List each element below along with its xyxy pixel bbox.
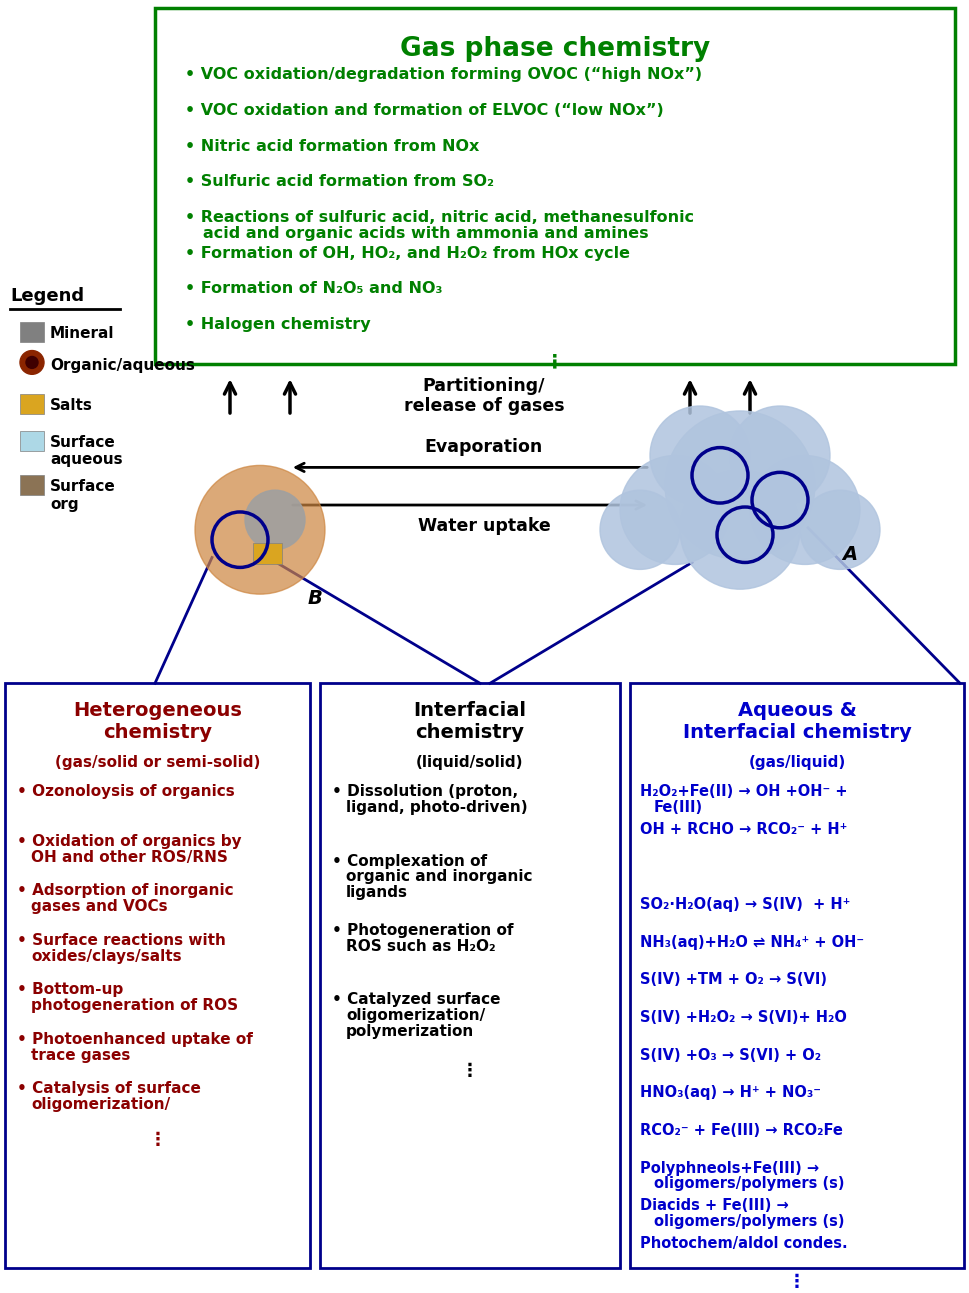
Text: Evaporation: Evaporation	[424, 437, 544, 455]
Text: Legend: Legend	[10, 287, 84, 305]
Text: ⋮: ⋮	[546, 353, 565, 371]
Text: • Complexation of: • Complexation of	[332, 853, 487, 869]
Text: Polyphneols+Fe(III) →: Polyphneols+Fe(III) →	[640, 1161, 819, 1175]
Text: • Dissolution (proton,: • Dissolution (proton,	[332, 785, 518, 799]
Text: ⋮: ⋮	[461, 1062, 479, 1080]
Text: Mineral: Mineral	[50, 326, 114, 341]
FancyBboxPatch shape	[5, 683, 310, 1267]
Text: • Catalysis of surface: • Catalysis of surface	[17, 1081, 201, 1096]
Text: organic and inorganic: organic and inorganic	[346, 869, 533, 884]
Text: • Catalyzed surface: • Catalyzed surface	[332, 992, 501, 1007]
Circle shape	[20, 350, 44, 374]
Text: • Nitric acid formation from NOx: • Nitric acid formation from NOx	[185, 138, 480, 154]
Text: • Formation of OH, HO₂, and H₂O₂ from HOx cycle: • Formation of OH, HO₂, and H₂O₂ from HO…	[185, 246, 630, 261]
Text: A: A	[842, 544, 858, 564]
Circle shape	[800, 490, 880, 569]
Text: Partitioning/
release of gases: Partitioning/ release of gases	[404, 376, 564, 415]
Text: oligomers/polymers (s): oligomers/polymers (s)	[654, 1214, 845, 1230]
Text: Surface
org: Surface org	[50, 480, 115, 512]
FancyBboxPatch shape	[320, 683, 620, 1267]
Circle shape	[600, 490, 680, 569]
Text: ⋮: ⋮	[148, 1131, 167, 1149]
Text: oxides/clays/salts: oxides/clays/salts	[31, 949, 181, 963]
Text: Aqueous &
Interfacial chemistry: Aqueous & Interfacial chemistry	[682, 701, 912, 742]
Text: S(IV) +H₂O₂ → S(VI)+ H₂O: S(IV) +H₂O₂ → S(VI)+ H₂O	[640, 1010, 847, 1025]
FancyBboxPatch shape	[20, 431, 44, 450]
Text: • Photogeneration of: • Photogeneration of	[332, 923, 514, 937]
Text: • Formation of N₂O₅ and NO₃: • Formation of N₂O₅ and NO₃	[185, 282, 443, 296]
Text: ligand, photo-driven): ligand, photo-driven)	[346, 800, 528, 815]
Text: oligomerization/: oligomerization/	[346, 1009, 485, 1023]
Text: Fe(III): Fe(III)	[654, 800, 703, 815]
Text: Diacids + Fe(III) →: Diacids + Fe(III) →	[640, 1199, 789, 1213]
FancyBboxPatch shape	[155, 8, 955, 365]
Text: OH and other ROS/RNS: OH and other ROS/RNS	[31, 850, 228, 865]
Text: • Adsorption of inorganic: • Adsorption of inorganic	[17, 883, 234, 899]
Text: Gas phase chemistry: Gas phase chemistry	[400, 36, 710, 62]
FancyBboxPatch shape	[20, 476, 44, 495]
Text: • Photoenhanced uptake of: • Photoenhanced uptake of	[17, 1032, 253, 1047]
Circle shape	[195, 465, 325, 595]
Text: SO₂·H₂O(aq) → S(IV)  + H⁺: SO₂·H₂O(aq) → S(IV) + H⁺	[640, 897, 851, 912]
Text: trace gases: trace gases	[31, 1047, 131, 1063]
Text: oligomerization/: oligomerization/	[31, 1098, 171, 1112]
Text: (gas/liquid): (gas/liquid)	[748, 755, 846, 769]
Text: Salts: Salts	[50, 398, 93, 412]
Text: HNO₃(aq) → H⁺ + NO₃⁻: HNO₃(aq) → H⁺ + NO₃⁻	[640, 1085, 821, 1100]
Circle shape	[245, 490, 305, 550]
Text: • Surface reactions with: • Surface reactions with	[17, 932, 226, 948]
FancyBboxPatch shape	[253, 543, 282, 565]
Text: gases and VOCs: gases and VOCs	[31, 899, 168, 914]
Text: photogeneration of ROS: photogeneration of ROS	[31, 998, 238, 1014]
Text: Heterogeneous
chemistry: Heterogeneous chemistry	[73, 701, 242, 742]
Text: • Sulfuric acid formation from SO₂: • Sulfuric acid formation from SO₂	[185, 175, 494, 189]
FancyBboxPatch shape	[20, 394, 44, 414]
Text: • Bottom-up: • Bottom-up	[17, 983, 123, 997]
Circle shape	[620, 455, 730, 565]
Text: H₂O₂+Fe(II) → OH +OH⁻ +: H₂O₂+Fe(II) → OH +OH⁻ +	[640, 785, 848, 799]
Text: B: B	[307, 590, 323, 608]
Text: acid and organic acids with ammonia and amines: acid and organic acids with ammonia and …	[203, 226, 648, 240]
Text: oligomers/polymers (s): oligomers/polymers (s)	[654, 1177, 845, 1191]
Circle shape	[18, 349, 46, 376]
Circle shape	[730, 406, 830, 506]
Text: ⋮: ⋮	[788, 1274, 806, 1292]
Text: • Ozonoloysis of organics: • Ozonoloysis of organics	[17, 785, 234, 799]
Text: S(IV) +TM + O₂ → S(VI): S(IV) +TM + O₂ → S(VI)	[640, 972, 827, 988]
Text: • VOC oxidation/degradation forming OVOC (“high NOx”): • VOC oxidation/degradation forming OVOC…	[185, 67, 703, 83]
Text: RCO₂⁻ + Fe(III) → RCO₂Fe: RCO₂⁻ + Fe(III) → RCO₂Fe	[640, 1122, 843, 1138]
Circle shape	[26, 357, 38, 369]
Text: NH₃(aq)+H₂O ⇌ NH₄⁺ + OH⁻: NH₃(aq)+H₂O ⇌ NH₄⁺ + OH⁻	[640, 935, 864, 950]
Circle shape	[750, 455, 860, 565]
Text: • Halogen chemistry: • Halogen chemistry	[185, 317, 370, 332]
Text: Water uptake: Water uptake	[418, 517, 550, 535]
Text: ROS such as H₂O₂: ROS such as H₂O₂	[346, 939, 495, 954]
Circle shape	[650, 406, 750, 506]
Text: OH + RCHO → RCO₂⁻ + H⁺: OH + RCHO → RCO₂⁻ + H⁺	[640, 822, 847, 837]
Text: ligands: ligands	[346, 886, 408, 900]
Text: • VOC oxidation and formation of ELVOC (“low NOx”): • VOC oxidation and formation of ELVOC (…	[185, 103, 664, 118]
FancyBboxPatch shape	[20, 322, 44, 341]
Text: • Reactions of sulfuric acid, nitric acid, methanesulfonic: • Reactions of sulfuric acid, nitric aci…	[185, 209, 694, 225]
Text: Interfacial
chemistry: Interfacial chemistry	[414, 701, 526, 742]
Text: polymerization: polymerization	[346, 1024, 474, 1038]
Text: S(IV) +O₃ → S(VI) + O₂: S(IV) +O₃ → S(VI) + O₂	[640, 1047, 821, 1063]
Text: Organic/aqueous: Organic/aqueous	[50, 358, 195, 374]
Text: Photochem/aldol condes.: Photochem/aldol condes.	[640, 1236, 848, 1250]
FancyBboxPatch shape	[630, 683, 964, 1267]
Text: (gas/solid or semi-solid): (gas/solid or semi-solid)	[55, 755, 261, 769]
Text: (liquid/solid): (liquid/solid)	[417, 755, 524, 769]
Text: • Oxidation of organics by: • Oxidation of organics by	[17, 834, 241, 848]
Text: Surface
aqueous: Surface aqueous	[50, 434, 123, 467]
Circle shape	[680, 471, 800, 590]
Circle shape	[665, 411, 815, 560]
